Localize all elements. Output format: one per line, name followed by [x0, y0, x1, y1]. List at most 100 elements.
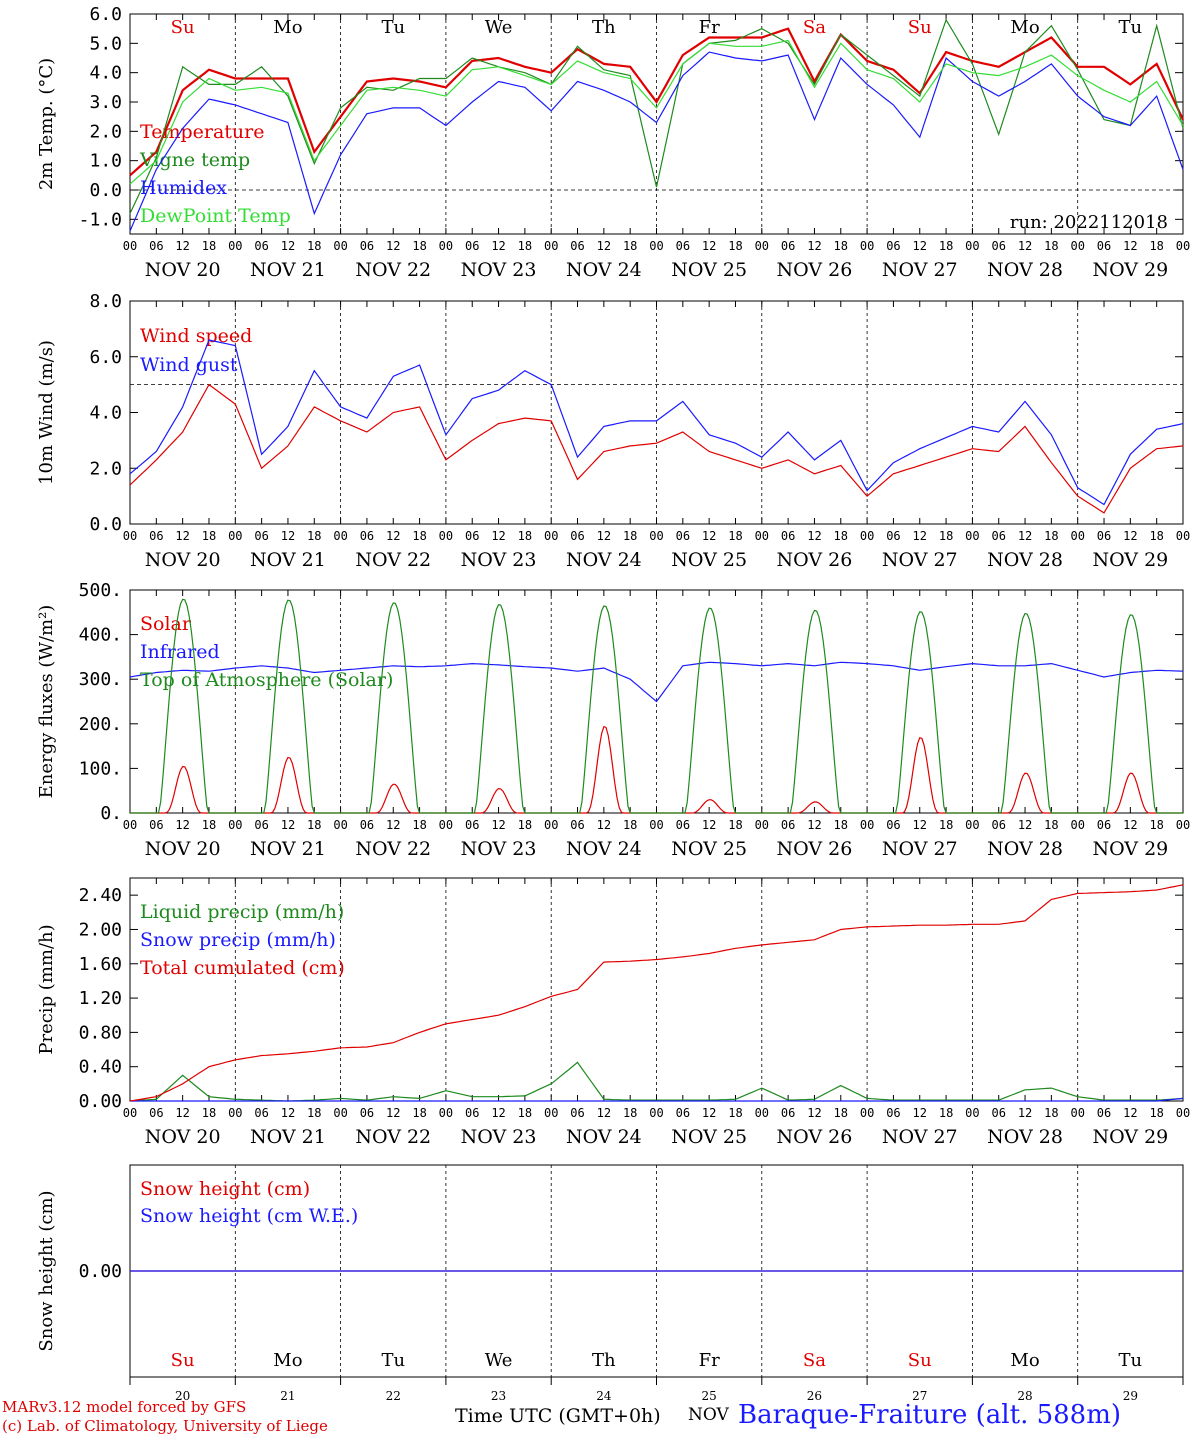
hour-tick-label: 18	[834, 529, 848, 543]
hour-tick-label: 12	[1018, 529, 1032, 543]
hour-tick-label: 12	[386, 239, 400, 253]
hour-tick-label: 06	[991, 818, 1005, 832]
weekday-label-bottom: Mo	[1010, 1350, 1039, 1371]
hour-tick-label: 12	[702, 529, 716, 543]
day-number-label: 29	[1123, 1389, 1138, 1403]
hour-tick-label: 18	[623, 239, 637, 253]
y-tick-label: 2.00	[79, 919, 122, 940]
hour-tick-label: 00	[439, 1106, 453, 1120]
hour-tick-label: 06	[254, 239, 268, 253]
hour-tick-label: 12	[913, 239, 927, 253]
hour-tick-label: 00	[1070, 239, 1084, 253]
hour-tick-label: 12	[597, 1106, 611, 1120]
series-line-wind-speed	[129, 383, 1184, 514]
hour-tick-label: 18	[202, 239, 216, 253]
y-tick-label: 0.0	[89, 180, 122, 201]
y-tick-label: 200.	[79, 714, 122, 735]
series-line-infrared	[129, 661, 1184, 703]
hour-tick-label: 18	[518, 1106, 532, 1120]
hour-tick-label: 00	[544, 239, 558, 253]
day-number-label: 25	[702, 1389, 717, 1403]
hour-tick-label: 12	[281, 529, 295, 543]
y-tick-label: 4.0	[89, 63, 122, 84]
hour-tick-label: 06	[781, 529, 795, 543]
hour-tick-label: 12	[175, 529, 189, 543]
hour-tick-label: 00	[1176, 529, 1190, 543]
hour-tick-label: 00	[860, 818, 874, 832]
day-label: NOV 20	[145, 838, 221, 860]
hour-tick-label: 18	[1149, 239, 1163, 253]
legend-entry: Wind speed	[140, 325, 252, 347]
day-label: NOV 25	[671, 549, 747, 571]
hour-tick-label: 00	[860, 239, 874, 253]
series-line-vigne-temp	[129, 18, 1184, 214]
day-number-label: 23	[491, 1389, 506, 1403]
hour-tick-label: 06	[254, 818, 268, 832]
weekday-label-bottom: Sa	[803, 1350, 826, 1371]
hour-tick-label: 12	[913, 529, 927, 543]
day-number-label: 27	[912, 1389, 927, 1403]
hour-tick-label: 12	[281, 1106, 295, 1120]
weekday-label-top: Th	[592, 17, 616, 38]
y-axis-label: Energy fluxes (W/m²)	[36, 605, 57, 799]
hour-tick-label: 06	[886, 1106, 900, 1120]
y-tick-label: 6.0	[89, 4, 122, 25]
day-label: NOV 27	[882, 1126, 958, 1148]
hour-tick-label: 06	[676, 818, 690, 832]
hour-tick-label: 18	[623, 818, 637, 832]
hour-tick-label: 06	[781, 818, 795, 832]
hour-tick-label: 18	[1149, 1106, 1163, 1120]
hour-tick-label: 12	[491, 818, 505, 832]
weekday-label-top: Tu	[1119, 17, 1143, 38]
hour-tick-label: 06	[1097, 239, 1111, 253]
hour-tick-label: 06	[360, 1106, 374, 1120]
hour-tick-label: 12	[807, 529, 821, 543]
hour-tick-label: 00	[123, 239, 137, 253]
day-label: NOV 29	[1092, 259, 1168, 281]
day-label: NOV 21	[250, 838, 326, 860]
hour-tick-label: 06	[1097, 529, 1111, 543]
day-label: NOV 22	[355, 1126, 431, 1148]
hour-tick-label: 06	[465, 1106, 479, 1120]
hour-tick-label: 12	[175, 239, 189, 253]
hour-tick-label: 06	[465, 239, 479, 253]
day-label: NOV 27	[882, 259, 958, 281]
hour-tick-label: 00	[649, 818, 663, 832]
hour-tick-label: 00	[755, 529, 769, 543]
day-label: NOV 29	[1092, 838, 1168, 860]
hour-tick-label: 06	[360, 239, 374, 253]
weekday-label-top: Sa	[803, 17, 826, 38]
hour-tick-label: 12	[386, 1106, 400, 1120]
hour-tick-label: 12	[1018, 239, 1032, 253]
hour-tick-label: 06	[781, 1106, 795, 1120]
hour-tick-label: 18	[518, 239, 532, 253]
hour-tick-label: 00	[439, 529, 453, 543]
hour-tick-label: 00	[439, 818, 453, 832]
hour-tick-label: 12	[807, 1106, 821, 1120]
hour-tick-label: 00	[1070, 1106, 1084, 1120]
hour-tick-label: 18	[1149, 529, 1163, 543]
day-label: NOV 21	[250, 259, 326, 281]
day-label: NOV 28	[987, 1126, 1063, 1148]
day-label: NOV 21	[250, 549, 326, 571]
weekday-label-top: Tu	[381, 17, 405, 38]
hour-tick-label: 18	[307, 239, 321, 253]
hour-tick-label: 00	[649, 1106, 663, 1120]
day-label: NOV 28	[987, 549, 1063, 571]
y-axis-label: 2m Temp. (°C)	[36, 58, 57, 190]
day-label: NOV 20	[145, 1126, 221, 1148]
hour-tick-label: 00	[1176, 818, 1190, 832]
hour-tick-label: 00	[965, 529, 979, 543]
hour-tick-label: 12	[175, 1106, 189, 1120]
hour-tick-label: 18	[728, 239, 742, 253]
legend-entry: Snow height (cm)	[140, 1178, 310, 1200]
hour-tick-label: 18	[623, 529, 637, 543]
hour-tick-label: 00	[123, 818, 137, 832]
hour-tick-label: 06	[676, 1106, 690, 1120]
y-tick-label: 3.0	[89, 92, 122, 113]
hour-tick-label: 18	[202, 1106, 216, 1120]
hour-tick-label: 06	[886, 239, 900, 253]
y-tick-label: 2.0	[89, 458, 122, 479]
hour-tick-label: 00	[544, 818, 558, 832]
hour-tick-label: 00	[649, 239, 663, 253]
